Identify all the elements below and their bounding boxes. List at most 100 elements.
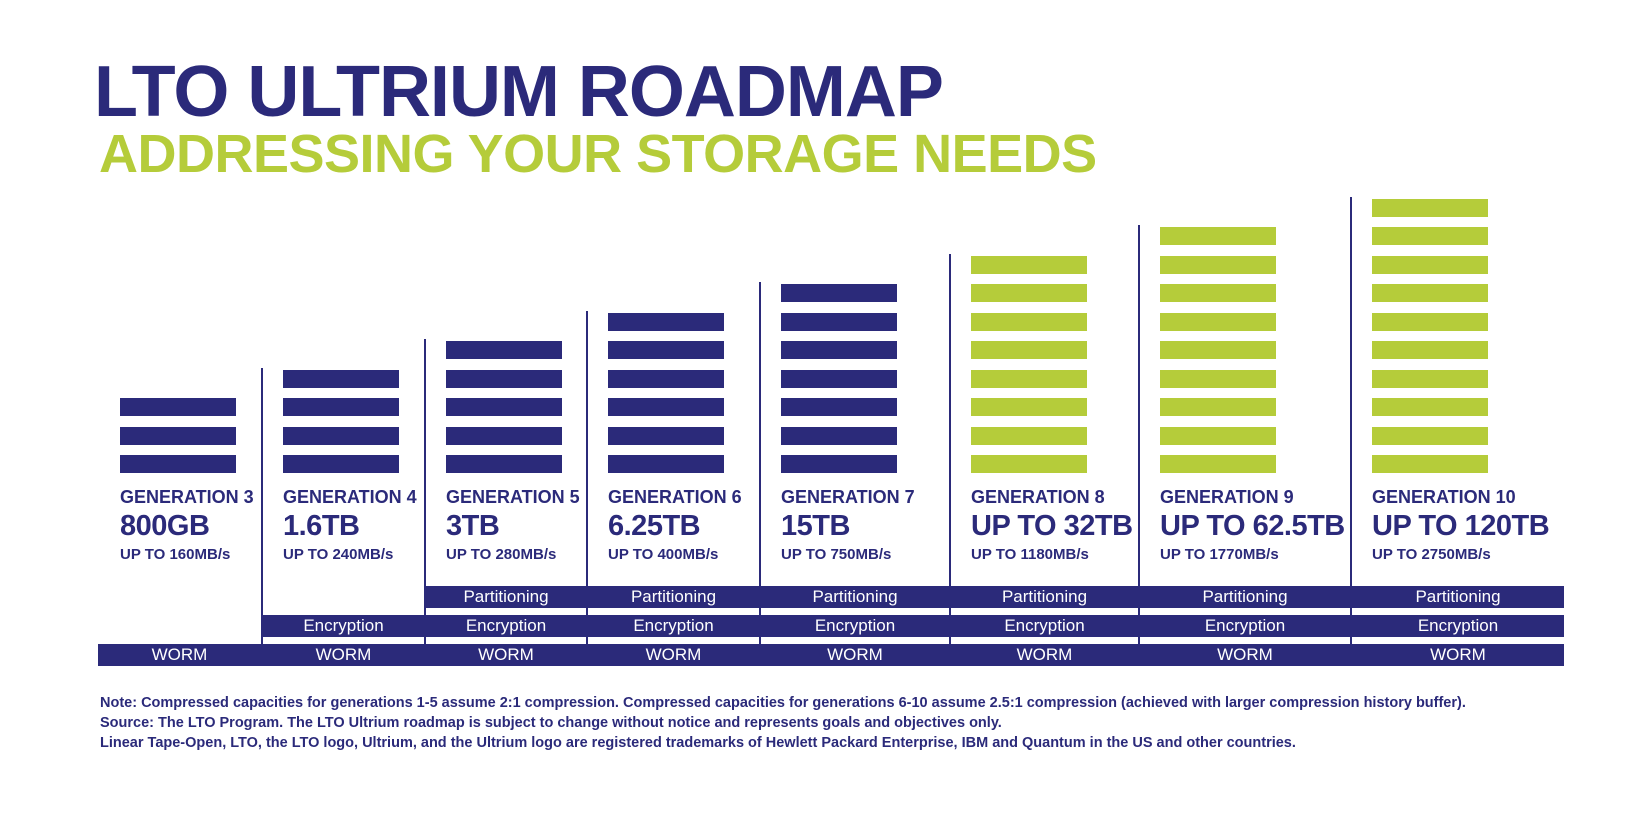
- feature-bar-encryption: Encryption: [1352, 615, 1564, 637]
- generation-divider: [759, 282, 761, 666]
- feature-bar-worm: WORM: [588, 644, 759, 666]
- generation-speed: UP TO 240MB/s: [283, 546, 394, 563]
- capacity-stripe: [971, 426, 1087, 445]
- generation-label: GENERATION 6: [608, 487, 742, 507]
- capacity-stripe: [781, 341, 897, 359]
- note-source: Source: The LTO Program. The LTO Ultrium…: [100, 715, 1002, 731]
- capacity-stripe: [1372, 198, 1488, 217]
- capacity-stripe: [446, 398, 562, 416]
- generation-divider: [1350, 196, 1352, 666]
- feature-bar-partitioning: Partitioning: [951, 586, 1138, 608]
- generation-capacity: 3TB: [446, 510, 500, 542]
- generation-label: GENERATION 9: [1160, 487, 1294, 507]
- generation-speed: UP TO 750MB/s: [781, 546, 892, 563]
- feature-bar-encryption: Encryption: [426, 615, 586, 637]
- capacity-stripe: [446, 341, 562, 359]
- capacity-stripe: [1160, 398, 1276, 416]
- generation-divider: [1138, 225, 1140, 666]
- generation-label: GENERATION 5: [446, 487, 580, 507]
- capacity-stripe: [1372, 255, 1488, 274]
- note-trademarks: Linear Tape-Open, LTO, the LTO logo, Ult…: [100, 735, 1296, 751]
- capacity-stripe: [971, 255, 1087, 274]
- capacity-stripe: [781, 312, 897, 331]
- roadmap-chart: GENERATION 3 800GB UP TO 160MB/s WORM GENERA…: [98, 196, 1564, 666]
- generation-speed: UP TO 1180MB/s: [971, 546, 1089, 563]
- feature-bar-encryption: Encryption: [1140, 615, 1350, 637]
- capacity-stripe: [608, 341, 724, 359]
- generation-capacity: 1.6TB: [283, 510, 360, 542]
- generation-speed: UP TO 2750MB/s: [1372, 546, 1491, 563]
- capacity-stripe: [971, 455, 1087, 473]
- capacity-stripe: [446, 455, 562, 473]
- capacity-stripe: [781, 426, 897, 445]
- generation-speed: UP TO 160MB/s: [120, 546, 231, 563]
- feature-bar-worm: WORM: [951, 644, 1138, 666]
- capacity-stripe: [608, 369, 724, 388]
- feature-bar-worm: WORM: [98, 644, 261, 666]
- page-title: LTO ULTRIUM ROADMAP: [94, 52, 944, 132]
- capacity-stripe: [283, 455, 399, 473]
- feature-bar-worm: WORM: [426, 644, 586, 666]
- capacity-stripe: [1160, 312, 1276, 331]
- capacity-stripe: [1372, 398, 1488, 416]
- capacity-stripe: [608, 312, 724, 331]
- feature-bar-worm: WORM: [263, 644, 424, 666]
- generation-capacity: UP TO 62.5TB: [1160, 510, 1345, 542]
- capacity-stripe: [283, 426, 399, 445]
- capacity-stripe: [781, 398, 897, 416]
- capacity-stripe: [120, 455, 236, 473]
- feature-bar-partitioning: Partitioning: [588, 586, 759, 608]
- feature-bar-encryption: Encryption: [588, 615, 759, 637]
- footnotes: Note: Compressed capacities for generati…: [100, 693, 1466, 753]
- feature-bar-partitioning: Partitioning: [761, 586, 949, 608]
- generation-label: GENERATION 7: [781, 487, 915, 507]
- generation-capacity: 15TB: [781, 510, 850, 542]
- note-compression: Note: Compressed capacities for generati…: [100, 695, 1466, 711]
- generation-capacity: UP TO 120TB: [1372, 510, 1550, 542]
- capacity-stripe: [781, 455, 897, 473]
- feature-bar-worm: WORM: [1140, 644, 1350, 666]
- feature-bar-encryption: Encryption: [263, 615, 424, 637]
- generation-speed: UP TO 1770MB/s: [1160, 546, 1279, 563]
- feature-bar-partitioning: Partitioning: [1352, 586, 1564, 608]
- generation-label: GENERATION 4: [283, 487, 417, 507]
- capacity-stripe: [1160, 341, 1276, 359]
- capacity-stripe: [1160, 284, 1276, 302]
- generation-divider: [586, 310, 588, 666]
- feature-bar-partitioning: Partitioning: [426, 586, 586, 608]
- feature-bar-encryption: Encryption: [761, 615, 949, 637]
- generation-capacity: 800GB: [120, 510, 210, 542]
- capacity-stripe: [1372, 426, 1488, 445]
- capacity-stripe: [971, 312, 1087, 331]
- generation-label: GENERATION 8: [971, 487, 1105, 507]
- capacity-stripe: [1372, 369, 1488, 388]
- feature-bar-partitioning: Partitioning: [1140, 586, 1350, 608]
- capacity-stripe: [283, 369, 399, 388]
- capacity-stripe: [283, 398, 399, 416]
- capacity-stripe: [1372, 312, 1488, 331]
- generation-divider: [261, 367, 263, 666]
- capacity-stripe: [120, 426, 236, 445]
- capacity-stripe: [1372, 455, 1488, 473]
- page-subtitle: ADDRESSING YOUR STORAGE NEEDS: [99, 124, 1097, 184]
- generation-divider: [949, 253, 951, 666]
- generation-capacity: 6.25TB: [608, 510, 701, 542]
- capacity-stripe: [1372, 341, 1488, 359]
- capacity-stripe: [1160, 455, 1276, 473]
- capacity-stripe: [446, 426, 562, 445]
- generation-speed: UP TO 400MB/s: [608, 546, 719, 563]
- generation-divider: [424, 339, 426, 666]
- capacity-stripe: [446, 369, 562, 388]
- feature-bar-worm: WORM: [1352, 644, 1564, 666]
- feature-bar-worm: WORM: [761, 644, 949, 666]
- capacity-stripe: [608, 455, 724, 473]
- capacity-stripe: [120, 398, 236, 416]
- capacity-stripe: [971, 398, 1087, 416]
- generation-speed: UP TO 280MB/s: [446, 546, 557, 563]
- capacity-stripe: [781, 369, 897, 388]
- capacity-stripe: [971, 284, 1087, 302]
- capacity-stripe: [971, 341, 1087, 359]
- generation-capacity: UP TO 32TB: [971, 510, 1133, 542]
- capacity-stripe: [608, 426, 724, 445]
- capacity-stripe: [971, 369, 1087, 388]
